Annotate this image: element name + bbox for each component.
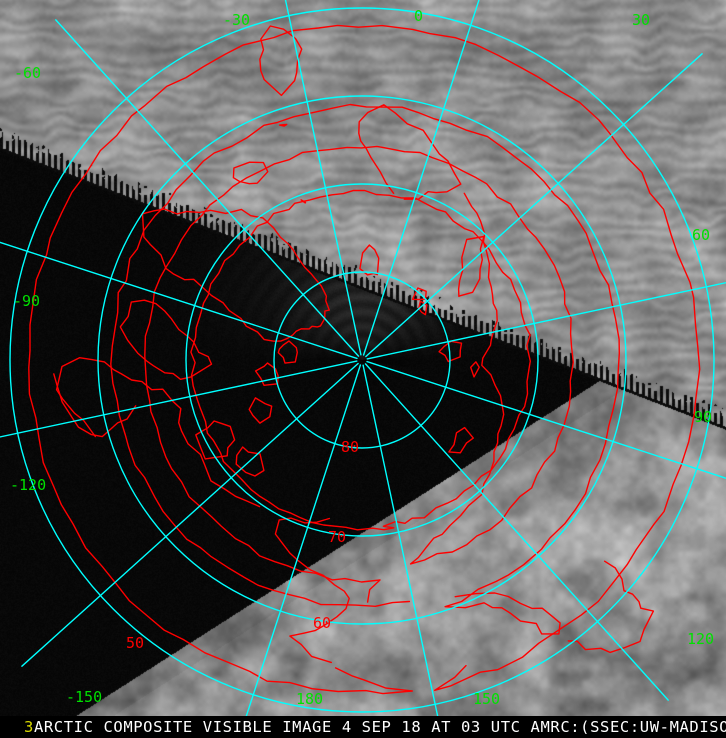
latitude-label: 50 bbox=[126, 634, 145, 652]
longitude-label: 30 bbox=[632, 11, 651, 29]
caption-text: 3ARCTIC COMPOSITE VISIBLE IMAGE 4 SEP 18… bbox=[0, 716, 726, 738]
caption-index: 3 bbox=[24, 718, 34, 736]
longitude-label: 90 bbox=[694, 408, 713, 426]
caption-bar: 3ARCTIC COMPOSITE VISIBLE IMAGE 4 SEP 18… bbox=[0, 716, 726, 738]
longitude-label: 60 bbox=[692, 226, 711, 244]
caption-main: ARCTIC COMPOSITE VISIBLE IMAGE 4 SEP 18 … bbox=[33, 718, 726, 736]
latitude-label: 70 bbox=[328, 528, 347, 546]
longitude-label: -60 bbox=[14, 64, 42, 82]
longitude-label: -120 bbox=[10, 476, 47, 494]
latitude-label: 80 bbox=[341, 438, 360, 456]
satellite-imagery-canvas bbox=[0, 0, 726, 716]
longitude-label: 0 bbox=[414, 7, 424, 25]
longitude-label: -90 bbox=[13, 292, 41, 310]
latitude-label: 60 bbox=[313, 614, 332, 632]
longitude-label: 120 bbox=[687, 630, 715, 648]
longitude-label: 180 bbox=[296, 690, 324, 708]
longitude-label: -30 bbox=[223, 11, 251, 29]
longitude-label: -150 bbox=[66, 688, 103, 706]
longitude-label: 150 bbox=[473, 690, 501, 708]
